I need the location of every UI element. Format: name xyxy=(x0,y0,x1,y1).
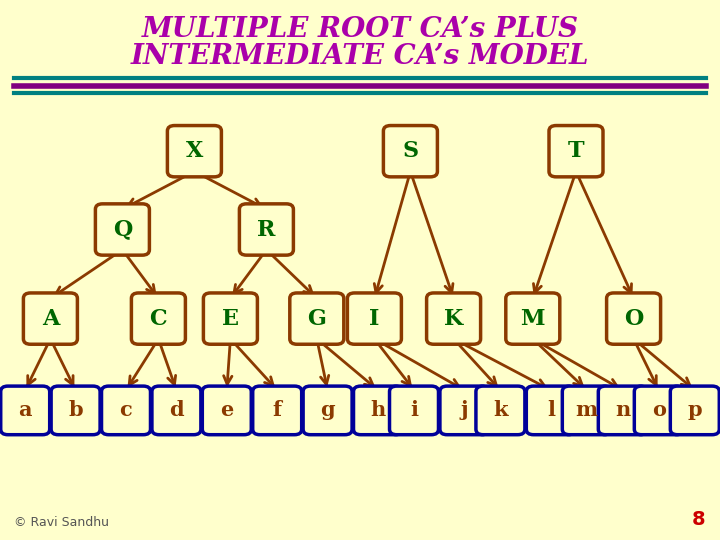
Text: I: I xyxy=(369,308,379,329)
FancyBboxPatch shape xyxy=(51,386,100,435)
Text: f: f xyxy=(273,400,282,421)
FancyBboxPatch shape xyxy=(347,293,402,345)
FancyBboxPatch shape xyxy=(95,204,150,255)
FancyBboxPatch shape xyxy=(167,126,222,177)
Text: a: a xyxy=(19,400,32,421)
Text: © Ravi Sandhu: © Ravi Sandhu xyxy=(14,516,109,529)
FancyBboxPatch shape xyxy=(24,293,78,345)
Text: b: b xyxy=(68,400,83,421)
Text: S: S xyxy=(402,140,418,162)
Text: C: C xyxy=(150,308,167,329)
FancyBboxPatch shape xyxy=(549,126,603,177)
Text: h: h xyxy=(370,400,386,421)
FancyBboxPatch shape xyxy=(606,293,661,345)
Text: Q: Q xyxy=(113,219,132,240)
Text: T: T xyxy=(567,140,585,162)
Text: 8: 8 xyxy=(692,510,706,529)
Text: E: E xyxy=(222,308,239,329)
FancyBboxPatch shape xyxy=(670,386,719,435)
Text: j: j xyxy=(461,400,468,421)
Text: M: M xyxy=(521,308,545,329)
Text: m: m xyxy=(576,400,598,421)
FancyBboxPatch shape xyxy=(152,386,201,435)
Text: R: R xyxy=(257,219,276,240)
Text: l: l xyxy=(546,400,555,421)
Text: k: k xyxy=(493,400,508,421)
FancyBboxPatch shape xyxy=(102,386,150,435)
Text: MULTIPLE ROOT CA’s PLUS: MULTIPLE ROOT CA’s PLUS xyxy=(142,16,578,43)
FancyBboxPatch shape xyxy=(476,386,525,435)
FancyBboxPatch shape xyxy=(526,386,575,435)
Text: n: n xyxy=(615,400,631,421)
Text: INTERMEDIATE CA’s MODEL: INTERMEDIATE CA’s MODEL xyxy=(131,43,589,70)
Text: i: i xyxy=(410,400,418,421)
FancyBboxPatch shape xyxy=(383,126,438,177)
Text: e: e xyxy=(220,400,233,421)
FancyBboxPatch shape xyxy=(505,293,560,345)
FancyBboxPatch shape xyxy=(132,293,186,345)
FancyBboxPatch shape xyxy=(598,386,647,435)
Text: p: p xyxy=(688,400,702,421)
Text: d: d xyxy=(169,400,184,421)
FancyBboxPatch shape xyxy=(253,386,302,435)
FancyBboxPatch shape xyxy=(562,386,611,435)
Text: G: G xyxy=(307,308,326,329)
FancyBboxPatch shape xyxy=(202,386,251,435)
Text: g: g xyxy=(320,400,335,421)
FancyBboxPatch shape xyxy=(440,386,489,435)
FancyBboxPatch shape xyxy=(203,293,258,345)
FancyBboxPatch shape xyxy=(634,386,683,435)
Text: c: c xyxy=(120,400,132,421)
FancyBboxPatch shape xyxy=(426,293,481,345)
Text: K: K xyxy=(444,308,463,329)
FancyBboxPatch shape xyxy=(390,386,438,435)
FancyBboxPatch shape xyxy=(303,386,352,435)
FancyBboxPatch shape xyxy=(289,293,344,345)
Text: o: o xyxy=(652,400,666,421)
FancyBboxPatch shape xyxy=(354,386,402,435)
FancyBboxPatch shape xyxy=(1,386,50,435)
Text: A: A xyxy=(42,308,59,329)
FancyBboxPatch shape xyxy=(239,204,294,255)
Text: X: X xyxy=(186,140,203,162)
Text: O: O xyxy=(624,308,643,329)
